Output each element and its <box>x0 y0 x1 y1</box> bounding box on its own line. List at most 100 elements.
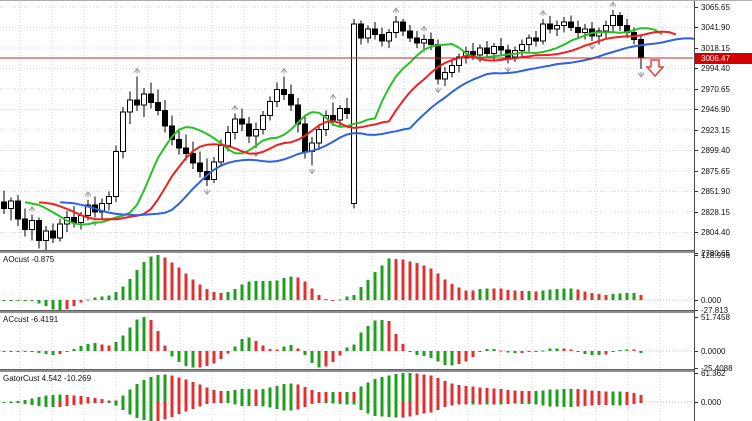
gator-oscillator-canvas[interactable] <box>0 372 694 421</box>
histogram-bar <box>331 401 335 404</box>
candle <box>50 223 56 244</box>
histogram-bar <box>30 398 34 402</box>
pane-separator[interactable] <box>0 250 752 253</box>
histogram-bar <box>261 280 265 301</box>
histogram-bar <box>310 350 314 363</box>
histogram-bar <box>100 399 104 402</box>
histogram-bar <box>604 391 608 402</box>
candle <box>155 89 161 116</box>
histogram-bar <box>72 395 76 402</box>
histogram-bar <box>597 350 601 356</box>
histogram-bar <box>219 391 223 402</box>
axis-tick-label: 3065.65 <box>701 3 730 12</box>
histogram-bar <box>254 401 258 406</box>
histogram-bar <box>240 339 244 351</box>
histogram-bar <box>562 348 566 351</box>
histogram-bar <box>345 296 349 301</box>
histogram-bar <box>107 400 111 402</box>
price-pane-canvas[interactable] <box>0 1 694 250</box>
histogram-bar <box>373 378 377 402</box>
axis-tick <box>695 402 698 403</box>
candle <box>15 194 21 226</box>
awesome-oscillator-canvas[interactable] <box>0 253 694 310</box>
candle <box>484 41 490 59</box>
sell-signal-arrow[interactable] <box>645 59 665 78</box>
histogram-bar <box>359 401 363 411</box>
histogram-bar <box>345 347 349 351</box>
accelerator-oscillator-canvas[interactable] <box>0 313 694 369</box>
histogram-bar <box>9 300 13 302</box>
histogram-bar <box>548 289 552 301</box>
histogram-bar <box>289 276 293 301</box>
histogram-bar <box>422 374 426 402</box>
histogram-bar <box>51 401 55 408</box>
histogram-bar <box>541 290 545 301</box>
histogram-bar <box>583 401 587 407</box>
fractal-up-icon <box>539 9 547 16</box>
candle <box>498 37 504 56</box>
histogram-bar <box>107 345 111 351</box>
histogram-bar <box>422 401 426 414</box>
histogram-bar <box>79 395 83 402</box>
histogram-bar <box>9 401 13 403</box>
histogram-bar <box>415 263 419 301</box>
histogram-bar <box>408 350 412 352</box>
histogram-bar <box>632 392 636 402</box>
histogram-bar <box>191 279 195 301</box>
histogram-bar <box>198 401 202 407</box>
histogram-bar <box>548 401 552 407</box>
candle <box>358 20 364 45</box>
candle <box>393 16 399 38</box>
histogram-bar <box>576 350 580 352</box>
histogram-bar <box>499 401 503 405</box>
histogram-bar <box>492 401 496 405</box>
histogram-bar <box>401 401 405 418</box>
histogram-bar <box>576 289 580 301</box>
histogram-bar <box>380 320 384 351</box>
histogram-bar <box>149 376 153 402</box>
fractal-up-icon <box>392 7 400 14</box>
histogram-bar <box>604 350 608 355</box>
histogram-bar <box>184 273 188 301</box>
candle <box>141 87 147 118</box>
candle <box>365 25 371 43</box>
candle <box>1 190 7 214</box>
candle <box>57 219 63 242</box>
histogram-bar <box>135 401 139 419</box>
histogram-bar <box>191 350 195 368</box>
histogram-bar <box>429 401 433 413</box>
pane-separator[interactable] <box>0 310 752 313</box>
histogram-bar <box>513 401 517 404</box>
axis-tick <box>695 232 698 233</box>
histogram-bar <box>156 374 160 402</box>
candle <box>547 16 553 34</box>
histogram-bar <box>65 350 69 352</box>
axis-tick <box>695 150 698 151</box>
candle <box>554 20 560 37</box>
histogram-bar <box>247 337 251 351</box>
histogram-bar <box>471 290 475 301</box>
histogram-bar <box>380 401 384 417</box>
histogram-bar <box>590 390 594 402</box>
candle <box>603 20 609 38</box>
histogram-bar <box>338 299 342 301</box>
histogram-bar <box>492 349 496 351</box>
pane-separator[interactable] <box>0 369 752 372</box>
histogram-bar <box>65 394 69 402</box>
histogram-bar <box>408 372 412 402</box>
histogram-bar <box>310 288 314 301</box>
histogram-bar <box>93 343 97 351</box>
histogram-bar <box>450 383 454 402</box>
histogram-bar <box>541 350 545 352</box>
histogram-bar <box>303 281 307 301</box>
histogram-bar <box>37 300 41 304</box>
histogram-bar <box>492 388 496 402</box>
histogram-bar <box>128 278 132 301</box>
histogram-bar <box>58 350 62 355</box>
candle <box>281 76 287 100</box>
price-axis[interactable]: 3006.47 3065.65 3041.90 3018.15 2994.40 2970… <box>694 1 752 421</box>
histogram-bar <box>240 284 244 301</box>
histogram-bar <box>464 401 468 405</box>
histogram-bar <box>373 401 377 416</box>
